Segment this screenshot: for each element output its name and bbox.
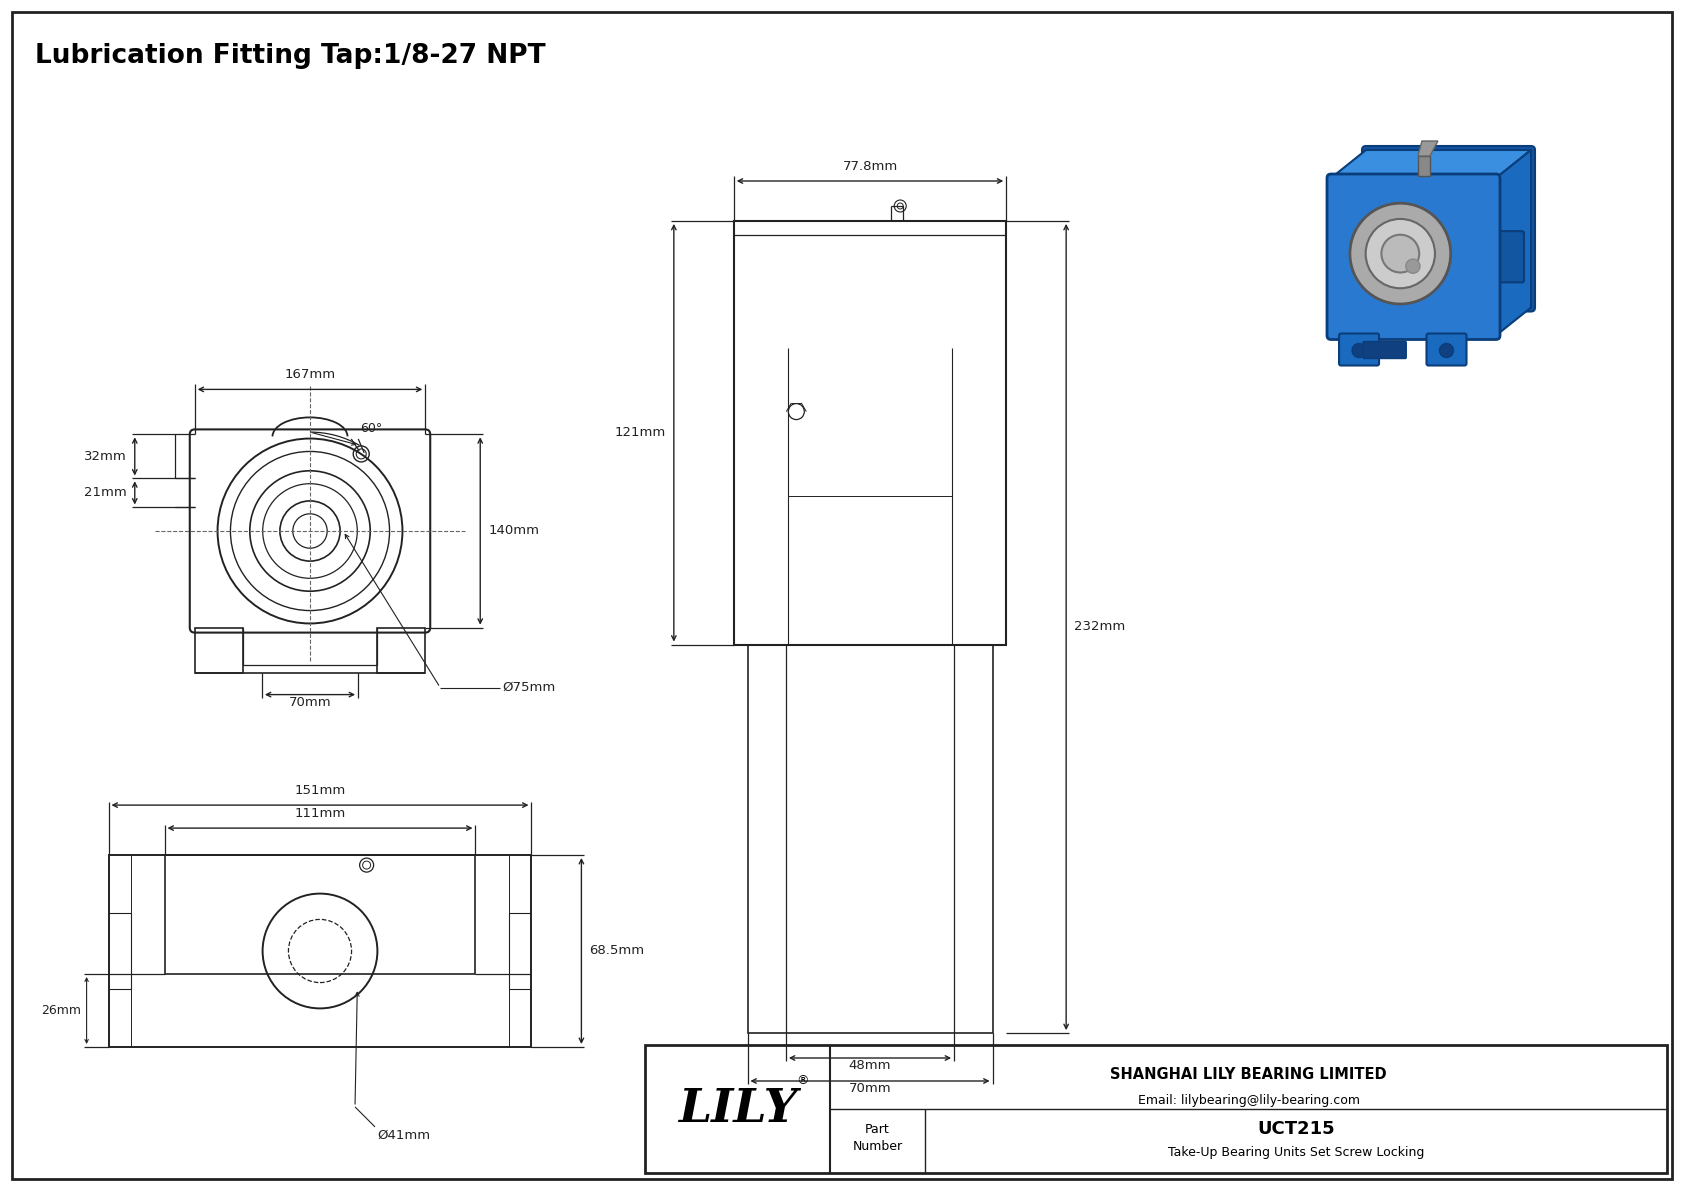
Bar [165,855,475,974]
Text: 167mm: 167mm [285,368,335,381]
Text: 70mm: 70mm [849,1081,891,1095]
Bar [377,628,426,673]
Text: 111mm: 111mm [295,807,345,821]
Text: 77.8mm: 77.8mm [842,160,898,173]
FancyBboxPatch shape [1492,231,1524,282]
Text: Ø75mm: Ø75mm [502,681,556,694]
Text: UCT215: UCT215 [1258,1121,1335,1139]
Circle shape [1406,260,1420,273]
Text: 140mm: 140mm [488,524,539,537]
Text: 32mm: 32mm [84,450,126,463]
Text: ®: ® [797,1074,808,1087]
Text: SHANGHAI LILY BEARING LIMITED: SHANGHAI LILY BEARING LIMITED [1110,1067,1388,1081]
FancyBboxPatch shape [1327,174,1500,339]
FancyBboxPatch shape [1362,342,1406,358]
Text: Part
Number: Part Number [852,1123,903,1153]
Text: 26mm: 26mm [42,1004,81,1017]
Text: 68.5mm: 68.5mm [589,944,645,958]
Bar [195,628,242,673]
Bar [108,855,532,1047]
Text: 70mm: 70mm [288,696,332,709]
Polygon shape [1330,150,1531,177]
Text: 151mm: 151mm [295,784,345,797]
Text: Ø41mm: Ø41mm [377,1129,429,1142]
Circle shape [1352,343,1366,357]
FancyBboxPatch shape [190,430,429,632]
Text: Take-Up Bearing Units Set Screw Locking: Take-Up Bearing Units Set Screw Locking [1167,1146,1425,1159]
Circle shape [1381,235,1420,273]
Circle shape [1366,219,1435,288]
Text: 121mm: 121mm [615,426,665,439]
FancyBboxPatch shape [1339,333,1379,366]
Text: 21mm: 21mm [84,486,126,499]
Polygon shape [1418,141,1438,156]
Polygon shape [1495,150,1531,336]
Bar [734,222,1005,644]
FancyBboxPatch shape [1362,146,1536,312]
Text: LILY: LILY [679,1086,797,1131]
Text: Lubrication Fitting Tap:1/8-27 NPT: Lubrication Fitting Tap:1/8-27 NPT [35,43,546,69]
Text: 48mm: 48mm [849,1059,891,1072]
Bar [748,644,992,1033]
Circle shape [1440,343,1453,357]
Text: 60°: 60° [360,422,382,435]
Bar [1418,156,1430,176]
Text: Email: lilybearing@lily-bearing.com: Email: lilybearing@lily-bearing.com [1137,1093,1359,1106]
Text: 232mm: 232mm [1074,621,1125,634]
Circle shape [1351,204,1450,304]
FancyBboxPatch shape [1426,333,1467,366]
Bar [645,1045,1667,1173]
